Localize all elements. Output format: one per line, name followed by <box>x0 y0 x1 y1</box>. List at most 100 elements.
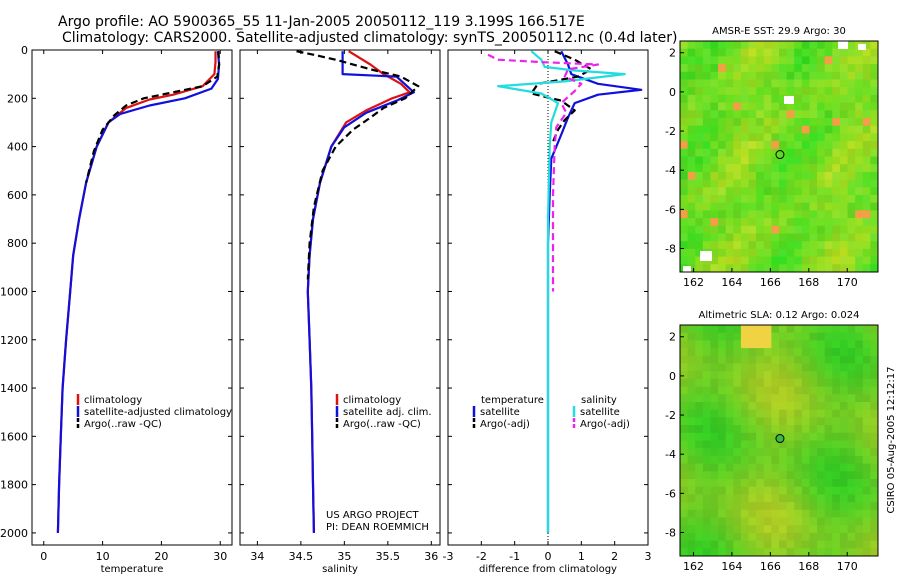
heatmap-cell <box>862 256 871 265</box>
heatmap-cell <box>725 248 734 257</box>
heatmap-cell <box>794 409 803 418</box>
heatmap-cell <box>779 417 788 426</box>
heatmap-cell <box>779 394 788 403</box>
series-line-1 <box>546 50 643 533</box>
heatmap-cell <box>786 56 795 65</box>
heatmap-cell <box>733 179 742 188</box>
heatmap-cell <box>702 71 711 80</box>
heatmap-cell <box>862 432 871 441</box>
heatmap-cell <box>710 540 719 549</box>
missing-data-cell <box>838 41 848 49</box>
heatmap-cell <box>870 540 879 549</box>
x-tick-label: 162 <box>683 560 704 573</box>
heatmap-cell <box>824 141 833 150</box>
heatmap-cell <box>832 455 841 464</box>
heatmap-cell <box>817 332 826 341</box>
heatmap-cell <box>702 179 711 188</box>
heatmap-cell <box>839 148 848 157</box>
heatmap-cell <box>855 233 864 242</box>
y-tick-label: 2 <box>669 331 676 344</box>
heatmap-cell <box>680 256 689 265</box>
heatmap-cell <box>763 325 772 334</box>
heatmap-cell <box>824 440 833 449</box>
heatmap-cell <box>817 195 826 204</box>
heatmap-cell <box>702 432 711 441</box>
heatmap-cell <box>801 371 810 380</box>
heatmap-cell <box>801 41 810 50</box>
heatmap-cell <box>817 48 826 57</box>
heatmap-cell <box>748 248 757 257</box>
heatmap-cell <box>801 386 810 395</box>
heatmap-cell <box>832 94 841 103</box>
heatmap-cell <box>710 340 719 349</box>
heatmap-cell <box>862 156 871 165</box>
heatmap-cell <box>839 202 848 211</box>
heatmap-cell <box>756 156 765 165</box>
heatmap-cell <box>870 110 879 119</box>
heatmap-cell <box>771 94 780 103</box>
chart-title-line2: Climatology: CARS2000. Satellite-adjuste… <box>62 30 678 46</box>
heatmap-cell <box>695 463 704 472</box>
heatmap-cell <box>718 494 727 503</box>
heatmap-cell <box>710 455 719 464</box>
heatmap-cell <box>733 448 742 457</box>
heatmap-cell <box>710 187 719 196</box>
heatmap-cell <box>687 432 696 441</box>
heatmap-cell <box>718 133 727 142</box>
heatmap-cell <box>733 64 742 73</box>
heatmap-cell <box>847 118 856 127</box>
heatmap-cell <box>801 463 810 472</box>
heatmap-cell <box>855 48 864 57</box>
heatmap-cell <box>779 455 788 464</box>
heatmap-cell <box>862 517 871 526</box>
heatmap-cell <box>786 118 795 127</box>
heatmap-cell <box>779 248 788 257</box>
heatmap-cell <box>740 332 749 341</box>
heatmap-cell <box>733 363 742 372</box>
heatmap-cell <box>763 394 772 403</box>
heatmap-cell <box>832 486 841 495</box>
heatmap-cell <box>847 402 856 411</box>
heatmap-cell <box>870 202 879 211</box>
heatmap-cell <box>779 41 788 50</box>
heatmap-cell <box>847 432 856 441</box>
heatmap-cell <box>733 210 742 219</box>
heatmap-cell <box>809 363 818 372</box>
map-frame <box>679 40 879 273</box>
heatmap-cell <box>832 156 841 165</box>
heatmap-cell <box>680 94 689 103</box>
heatmap-cell <box>725 502 734 511</box>
heatmap-cell <box>855 502 864 511</box>
heatmap-cell <box>733 463 742 472</box>
heatmap-cell <box>680 48 689 57</box>
heatmap-cell <box>710 371 719 380</box>
heatmap-cell <box>855 225 864 234</box>
heatmap-cell <box>817 179 826 188</box>
heatmap-cell <box>740 371 749 380</box>
heatmap-cell <box>862 540 871 549</box>
heatmap-cell <box>680 148 689 157</box>
heatmap-cell <box>824 79 833 88</box>
heatmap-cell <box>680 218 689 227</box>
heatmap-cell <box>824 517 833 526</box>
heatmap-cell <box>748 371 757 380</box>
heatmap-cell <box>824 233 833 242</box>
heatmap-cell <box>832 264 841 273</box>
heatmap-cell <box>832 502 841 511</box>
heatmap-cell <box>832 187 841 196</box>
heatmap-cell <box>702 41 711 50</box>
heatmap-cell <box>855 202 864 211</box>
heatmap-cell <box>801 141 810 150</box>
heatmap-cell <box>687 425 696 434</box>
series-line-4 <box>487 53 600 292</box>
heatmap-cell <box>680 548 689 557</box>
heatmap-cell <box>786 241 795 250</box>
heatmap-cell <box>801 448 810 457</box>
heatmap-cell <box>824 264 833 273</box>
y-tick-label: 2 <box>669 47 676 60</box>
heatmap-cell <box>817 378 826 387</box>
heatmap-cell <box>718 195 727 204</box>
heatmap-cell <box>832 340 841 349</box>
heatmap-cell <box>748 509 757 518</box>
heatmap-cell <box>809 195 818 204</box>
